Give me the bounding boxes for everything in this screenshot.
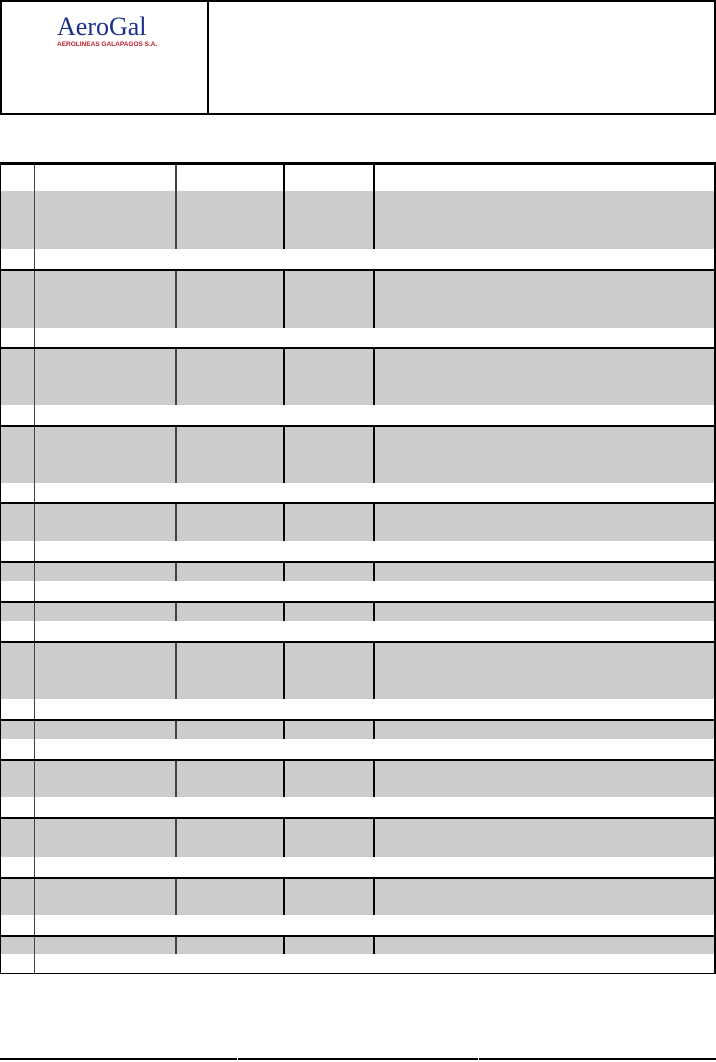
logo-cell: AeroGal AEROLINEAS GALAPAGOS S.A. [2, 2, 209, 113]
footer-rule [0, 1058, 716, 1061]
table-row-spacer [1, 621, 714, 641]
table-row [1, 425, 714, 483]
aerogal-logo: AeroGal AEROLINEAS GALAPAGOS S.A. [57, 12, 158, 49]
table-row [1, 561, 714, 581]
table-row-spacer [1, 581, 714, 601]
table-row-spacer [1, 483, 714, 502]
table-row [1, 759, 714, 797]
table-row [1, 347, 714, 405]
table-row-spacer [1, 954, 714, 973]
table-row-spacer [1, 541, 714, 561]
table-row [1, 935, 714, 954]
table-row-spacer [1, 328, 714, 347]
table-row [1, 269, 714, 328]
table-row-spacer [1, 249, 714, 269]
table-row [1, 601, 714, 621]
title-cell [209, 2, 714, 113]
table-row [1, 502, 714, 541]
table-row-spacer [1, 857, 714, 877]
table-row [1, 719, 714, 739]
table-row [1, 877, 714, 915]
document-header: AeroGal AEROLINEAS GALAPAGOS S.A. [0, 0, 716, 115]
table-row-spacer [1, 915, 714, 935]
form-table [0, 162, 716, 974]
logo-wordmark: AeroGal [57, 12, 147, 41]
table-header-row [1, 165, 714, 191]
table-row-spacer [1, 739, 714, 759]
table-row-spacer [1, 699, 714, 719]
table-row [1, 191, 714, 249]
logo-tagline: AEROLINEAS GALAPAGOS S.A. [57, 41, 158, 48]
table-row-spacer [1, 405, 714, 425]
table-row [1, 641, 714, 699]
table-row-spacer [1, 797, 714, 817]
table-row [1, 817, 714, 857]
